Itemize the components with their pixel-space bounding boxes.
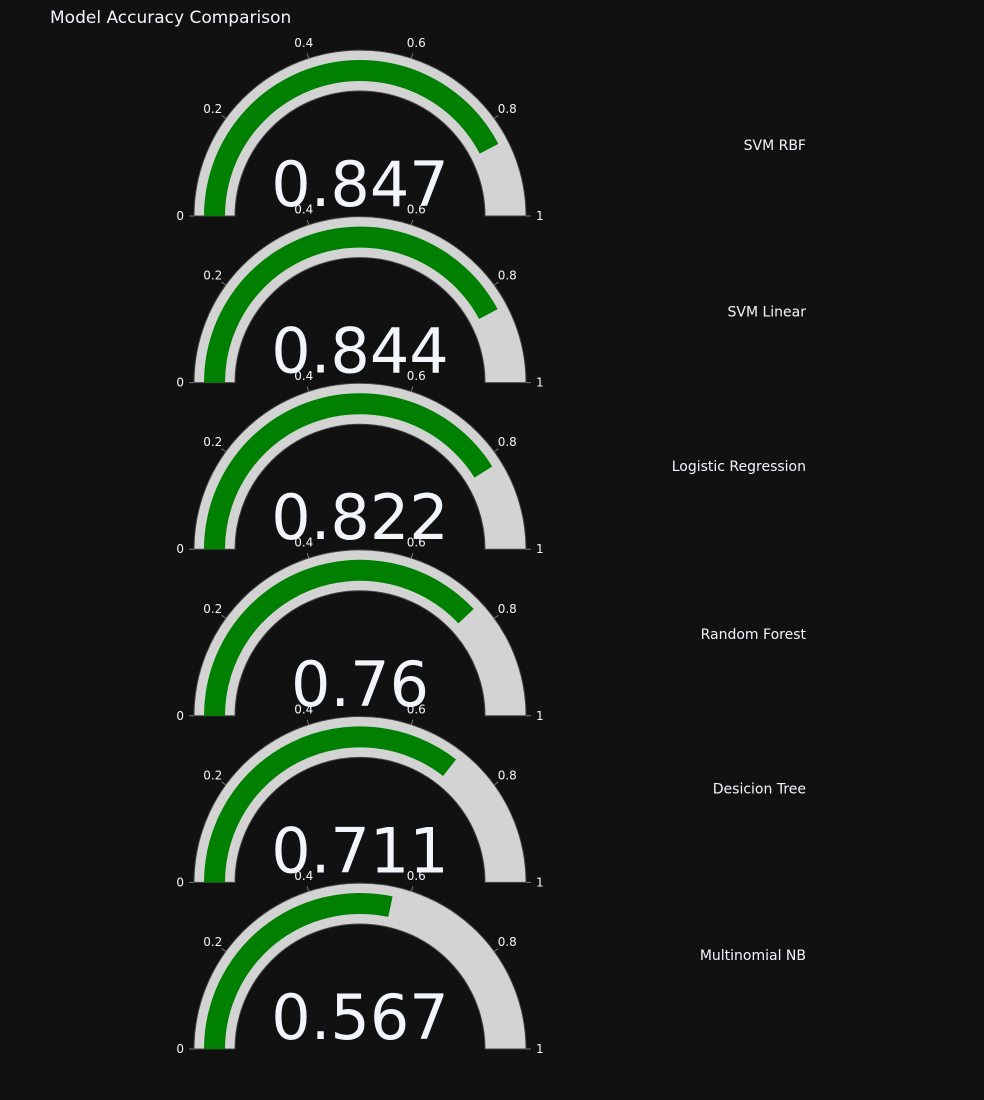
gauge-tick <box>221 781 226 786</box>
gauge-tick <box>306 719 310 725</box>
gauge-tick <box>221 614 226 619</box>
gauge: 0 0.2 0.4 0.6 0.8 1 0.567 Multinomial NB <box>176 869 806 1056</box>
gauge: 0 0.2 0.4 0.6 0.8 1 0.822 Logistic Regression <box>176 369 806 556</box>
gauge-bar <box>204 559 474 716</box>
gauge-tick <box>221 115 226 119</box>
gauge-value: 0.822 <box>271 481 449 554</box>
gauge-tick <box>306 553 310 559</box>
gauge-tick <box>494 448 499 453</box>
gauge-bar <box>204 892 393 1049</box>
gauge-tick <box>221 948 226 952</box>
gauge: 0 0.2 0.4 0.6 0.8 1 0.847 SVM RBF <box>176 36 806 223</box>
gauge-tick-label: 0.6 <box>407 702 426 716</box>
gauge-tick-label: 0.8 <box>498 935 517 949</box>
gauge-value: 0.844 <box>271 315 449 388</box>
gauge-tick <box>494 614 499 619</box>
gauge-tick-label: 0 <box>176 875 184 889</box>
gauge-tick <box>410 719 414 725</box>
gauge-tick-label: 0.2 <box>203 269 222 283</box>
gauge-tick-label: 1 <box>536 1042 544 1056</box>
gauge-tick-label: 0.8 <box>498 602 517 616</box>
gauge-tick-label: 0.4 <box>294 36 313 50</box>
gauge-tick-label: 0.2 <box>203 935 222 949</box>
gauge-bar <box>204 60 499 216</box>
gauge-name: Logistic Regression <box>672 459 806 475</box>
gauge-name: SVM RBF <box>744 138 806 154</box>
gauge-tick-label: 1 <box>536 209 544 223</box>
gauge-tick-label: 0.8 <box>498 269 517 283</box>
gauge-tick <box>410 553 414 559</box>
gauge-tick-label: 0.6 <box>407 536 426 550</box>
gauge-name: Desicion Tree <box>713 781 806 797</box>
gauge-bar <box>204 226 498 383</box>
gauge-tick-label: 0.4 <box>294 536 313 550</box>
gauge-tick <box>494 781 499 786</box>
gauge-tick-label: 0 <box>176 542 184 556</box>
chart-title: Model Accuracy Comparison <box>50 8 292 28</box>
gauge-tick <box>410 219 414 225</box>
gauge-tick-label: 0.4 <box>294 702 313 716</box>
gauge-name: SVM Linear <box>727 305 806 321</box>
gauge-tick-label: 0 <box>176 209 184 223</box>
gauge-tick <box>410 386 414 392</box>
gauge-tick-label: 0.8 <box>498 768 517 782</box>
gauge-tick-label: 0.2 <box>203 768 222 782</box>
gauge: 0 0.2 0.4 0.6 0.8 1 0.711 Desicion Tree <box>176 702 806 889</box>
gauge-value: 0.76 <box>291 648 429 721</box>
gauge-tick-label: 0.6 <box>407 36 426 50</box>
gauge-tick <box>494 281 499 286</box>
gauge-tick-label: 0.6 <box>407 369 426 383</box>
gauge-tick-label: 0.4 <box>294 869 313 883</box>
gauge-tick-label: 1 <box>536 875 544 889</box>
gauge-tick <box>306 386 310 392</box>
gauge-name: Multinomial NB <box>700 948 806 964</box>
gauge-tick-label: 0.2 <box>203 435 222 449</box>
gauge-tick <box>410 886 414 892</box>
gauge-bar <box>204 393 493 550</box>
gauge-tick-label: 0.4 <box>294 203 313 217</box>
gauge-value: 0.567 <box>271 981 449 1054</box>
gauge-tick <box>221 281 226 286</box>
gauge-value: 0.711 <box>271 814 449 887</box>
gauge-tick <box>494 948 499 952</box>
gauge-tick <box>494 115 499 119</box>
gauge-tick-label: 0.8 <box>498 435 517 449</box>
gauge-tick-label: 1 <box>536 376 544 390</box>
gauge-tick-label: 0.6 <box>407 869 426 883</box>
gauge-bar <box>204 726 457 883</box>
gauge: 0 0.2 0.4 0.6 0.8 1 0.844 SVM Linear <box>176 203 806 390</box>
gauge-tick-label: 1 <box>536 709 544 723</box>
gauge-tick-label: 0.8 <box>498 102 517 116</box>
gauge-tick-label: 0 <box>176 709 184 723</box>
gauge-tick-label: 0 <box>176 376 184 390</box>
gauge-tick-label: 0.2 <box>203 102 222 116</box>
gauge-tick-label: 1 <box>536 542 544 556</box>
gauge-name: Random Forest <box>701 627 807 643</box>
gauge: 0 0.2 0.4 0.6 0.8 1 0.76 Random Forest <box>176 536 806 723</box>
gauge-tick <box>306 219 310 225</box>
gauge-tick <box>410 53 414 59</box>
gauge-tick <box>306 53 310 59</box>
gauge-tick-label: 0 <box>176 1042 184 1056</box>
gauge-tick-label: 0.6 <box>407 203 426 217</box>
gauge-tick <box>221 448 226 453</box>
gauge-tick-label: 0.2 <box>203 602 222 616</box>
gauge-tick <box>306 886 310 892</box>
gauge-value: 0.847 <box>271 148 449 221</box>
gauge-tick-label: 0.4 <box>294 369 313 383</box>
